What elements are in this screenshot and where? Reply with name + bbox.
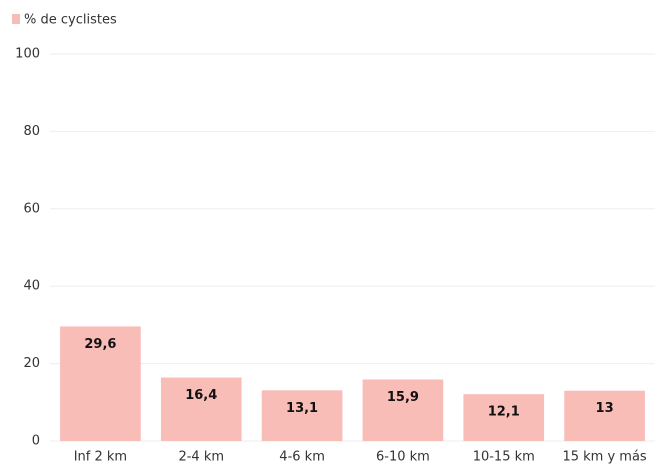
y-tick-label: 0 bbox=[32, 434, 40, 449]
bar bbox=[60, 326, 141, 441]
legend-swatch bbox=[12, 14, 20, 24]
y-tick-label: 40 bbox=[23, 279, 40, 294]
y-tick-label: 100 bbox=[15, 47, 40, 62]
x-tick-label: Inf 2 km bbox=[74, 450, 127, 465]
bar bbox=[362, 379, 444, 441]
x-tick-label: 10-15 km bbox=[473, 450, 535, 465]
bar bbox=[261, 390, 343, 441]
y-tick-label: 20 bbox=[23, 356, 40, 371]
x-tick-label: 6-10 km bbox=[376, 450, 430, 465]
value-label: 16,4 bbox=[185, 388, 217, 403]
bar bbox=[463, 394, 545, 441]
value-label: 13 bbox=[596, 401, 614, 416]
bar bbox=[160, 377, 242, 441]
x-tick-label: 15 km y más bbox=[562, 450, 646, 465]
x-tick-label: 2-4 km bbox=[178, 450, 224, 465]
bar bbox=[564, 390, 645, 441]
x-tick-label: 4-6 km bbox=[279, 450, 325, 465]
value-label: 12,1 bbox=[488, 405, 520, 420]
value-label: 29,6 bbox=[84, 337, 116, 352]
value-label: 13,1 bbox=[286, 401, 318, 416]
y-tick-label: 80 bbox=[23, 124, 40, 139]
y-tick-label: 60 bbox=[23, 201, 40, 216]
legend-label: % de cyclistes bbox=[24, 13, 117, 28]
value-label: 15,9 bbox=[387, 390, 419, 405]
